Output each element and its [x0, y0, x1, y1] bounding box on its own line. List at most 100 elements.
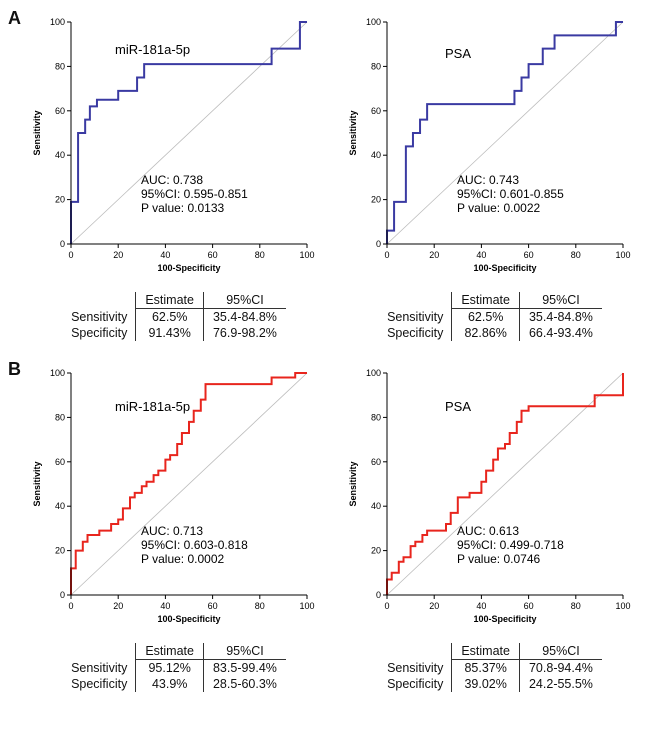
svg-text:60: 60	[371, 106, 381, 116]
svg-text:40: 40	[55, 150, 65, 160]
pvalue-annotation: P value: 0.0002	[141, 552, 225, 566]
row-label: Sensitivity	[71, 309, 128, 324]
metrics-table: Estimate 95%CI Sensitivity 95.12% 83.5-9…	[62, 643, 286, 692]
metrics-header-row: Estimate 95%CI	[378, 292, 602, 309]
axes-layer: 00 20 20 40 40 60 60 80 80 100 100	[50, 17, 315, 260]
x-axis-label: 100-Specificity	[157, 263, 220, 273]
svg-text:20: 20	[55, 546, 65, 556]
svg-text:60: 60	[524, 601, 534, 611]
svg-text:100: 100	[615, 601, 630, 611]
estimate-header: Estimate	[451, 643, 520, 660]
row-label: Specificity	[71, 326, 128, 340]
svg-text:40: 40	[160, 601, 170, 611]
svg-text:80: 80	[255, 601, 265, 611]
metrics-header-row: Estimate 95%CI	[62, 643, 286, 660]
svg-text:20: 20	[371, 546, 381, 556]
svg-text:40: 40	[476, 250, 486, 260]
auc-annotation: AUC: 0.743	[457, 173, 519, 187]
svg-text:60: 60	[55, 457, 65, 467]
sensitivity-row: Sensitivity 95.12% 83.5-99.4%	[62, 659, 286, 676]
roc-plot-b-psa: 00 20 20 40 40 60 60 80 80 100 100 Sensitivity 100…	[348, 368, 631, 624]
svg-text:40: 40	[55, 501, 65, 511]
svg-text:100: 100	[366, 17, 381, 27]
specificity-estimate: 91.43%	[135, 325, 204, 341]
sensitivity-estimate: 62.5%	[135, 308, 204, 325]
roc-plot-b-mir181a: 00 20 20 40 40 60 60 80 80 100 100 Sensitivity 100…	[32, 368, 315, 624]
svg-text:60: 60	[524, 250, 534, 260]
roc-plot-a-mir181a: 00 20 20 40 40 60 60 80 80 100 100 Sensitivity 100…	[32, 17, 315, 273]
sensitivity-row: Sensitivity 85.37% 70.8-94.4%	[378, 659, 602, 676]
svg-text:0: 0	[68, 601, 73, 611]
svg-text:80: 80	[55, 412, 65, 422]
svg-text:20: 20	[113, 601, 123, 611]
metrics-corner-cell	[62, 643, 136, 660]
axes-layer: 00 20 20 40 40 60 60 80 80 100 100	[366, 368, 631, 611]
ci-header: 95%CI	[518, 292, 602, 309]
svg-text:100: 100	[366, 368, 381, 378]
specificity-row: Specificity 91.43% 76.9-98.2%	[62, 325, 286, 341]
svg-text:80: 80	[371, 412, 381, 422]
x-axis-label: 100-Specificity	[473, 614, 536, 624]
ci-annotation: 95%CI: 0.603-0.818	[141, 538, 248, 552]
auc-annotation: AUC: 0.738	[141, 173, 203, 187]
row-label: Specificity	[71, 677, 128, 691]
svg-text:80: 80	[371, 61, 381, 71]
sensitivity-ci: 70.8-94.4%	[518, 659, 602, 676]
axes-layer: 00 20 20 40 40 60 60 80 80 100 100	[50, 368, 315, 611]
sensitivity-estimate: 85.37%	[451, 659, 520, 676]
roc-chart-block-b-mir181a: 0 0 20 20 40 40 60 60 80 80 100 100 Sensitivity 100…	[29, 359, 319, 692]
specificity-ci: 28.5-60.3%	[202, 676, 286, 692]
auc-annotation: AUC: 0.613	[457, 524, 519, 538]
specificity-row: Specificity 43.9% 28.5-60.3%	[62, 676, 286, 692]
svg-text:40: 40	[371, 150, 381, 160]
specificity-ci: 24.2-55.5%	[518, 676, 602, 692]
metrics-corner-cell	[62, 292, 136, 309]
roc-chart-block-a-psa: 0 0 20 20 40 40 60 60 80 80 100 100 Sensitivity 100…	[345, 8, 635, 341]
y-axis-label: Sensitivity	[348, 461, 358, 506]
ci-header: 95%CI	[202, 643, 286, 660]
ci-header: 95%CI	[518, 643, 602, 660]
svg-text:80: 80	[571, 250, 581, 260]
pvalue-annotation: P value: 0.0022	[457, 201, 541, 215]
specificity-estimate: 39.02%	[451, 676, 520, 692]
specificity-estimate: 43.9%	[135, 676, 204, 692]
svg-text:100: 100	[299, 250, 314, 260]
sensitivity-estimate: 62.5%	[451, 308, 520, 325]
svg-text:60: 60	[208, 250, 218, 260]
ci-header: 95%CI	[202, 292, 286, 309]
svg-text:80: 80	[571, 601, 581, 611]
sensitivity-ci: 35.4-84.8%	[518, 308, 602, 325]
svg-text:80: 80	[55, 61, 65, 71]
sensitivity-row: Sensitivity 62.5% 35.4-84.8%	[62, 308, 286, 325]
pvalue-annotation: P value: 0.0746	[457, 552, 541, 566]
metrics-corner-cell	[378, 292, 452, 309]
svg-text:0: 0	[68, 250, 73, 260]
metrics-corner-cell	[378, 643, 452, 660]
y-axis-label: Sensitivity	[348, 110, 358, 155]
sensitivity-estimate: 95.12%	[135, 659, 204, 676]
svg-text:60: 60	[55, 106, 65, 116]
svg-text:0: 0	[60, 590, 65, 600]
svg-text:60: 60	[371, 457, 381, 467]
specificity-row: Specificity 82.86% 66.4-93.4%	[378, 325, 602, 341]
svg-text:100: 100	[615, 250, 630, 260]
svg-text:60: 60	[208, 601, 218, 611]
sensitivity-row: Sensitivity 62.5% 35.4-84.8%	[378, 308, 602, 325]
panel-a-label: A	[8, 8, 21, 28]
estimate-header: Estimate	[135, 643, 204, 660]
metrics-header-row: Estimate 95%CI	[378, 643, 602, 660]
ci-annotation: 95%CI: 0.499-0.718	[457, 538, 564, 552]
y-axis-label: Sensitivity	[32, 110, 42, 155]
specificity-estimate: 82.86%	[451, 325, 520, 341]
x-axis-label: 100-Specificity	[473, 263, 536, 273]
pvalue-annotation: P value: 0.0133	[141, 201, 225, 215]
svg-text:20: 20	[371, 195, 381, 205]
specificity-ci: 66.4-93.4%	[518, 325, 602, 341]
estimate-header: Estimate	[451, 292, 520, 309]
chart-title: miR-181a-5p	[115, 42, 190, 57]
row-label: Specificity	[387, 677, 444, 691]
svg-text:20: 20	[55, 195, 65, 205]
row-label: Specificity	[387, 326, 444, 340]
svg-text:20: 20	[113, 250, 123, 260]
